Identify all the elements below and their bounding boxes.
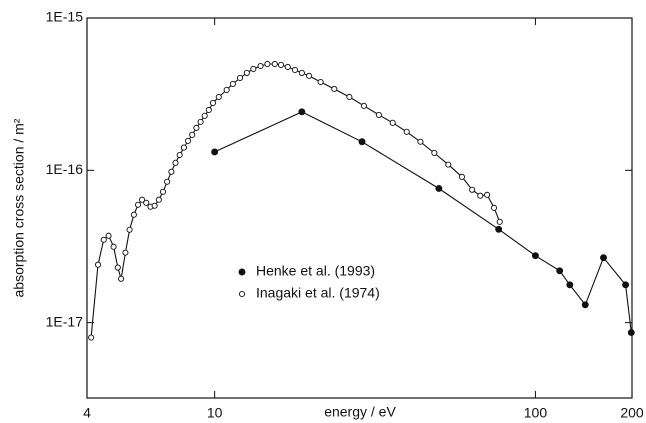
data-point	[346, 93, 353, 101]
data-point	[215, 93, 222, 101]
data-point	[375, 111, 382, 118]
data-point	[250, 65, 257, 72]
data-point	[205, 106, 212, 114]
data-point	[484, 191, 491, 198]
data-point	[627, 329, 635, 337]
data-point	[458, 173, 465, 180]
data-point	[317, 78, 324, 86]
x-tick-label: 100	[524, 405, 548, 421]
series-line	[214, 111, 632, 333]
data-point	[168, 168, 175, 175]
y-tick-label: 1E-15	[46, 9, 84, 25]
legend-label: Henke et al. (1993)	[256, 263, 375, 279]
data-point	[358, 138, 366, 146]
data-point	[151, 202, 158, 209]
data-point	[122, 249, 129, 256]
data-point	[237, 74, 244, 82]
data-point	[284, 63, 291, 71]
data-point	[271, 60, 278, 68]
data-point	[531, 252, 539, 260]
legend-marker	[238, 268, 246, 276]
data-point	[600, 254, 607, 262]
x-tick-label: 4	[83, 405, 91, 421]
data-point	[445, 161, 452, 168]
data-point	[134, 201, 142, 208]
data-point	[389, 119, 396, 126]
data-point	[105, 232, 112, 239]
data-point	[223, 86, 230, 93]
data-point	[243, 69, 250, 76]
y-tick-label: 1E-16	[46, 161, 84, 177]
data-point	[431, 149, 438, 157]
data-point	[201, 112, 208, 119]
data-point	[417, 138, 424, 145]
data-point	[566, 281, 574, 289]
data-point	[277, 61, 285, 68]
data-point	[298, 69, 305, 76]
data-point	[155, 196, 162, 203]
data-point	[435, 185, 443, 192]
data-point	[94, 261, 102, 268]
data-point	[88, 334, 95, 341]
data-point	[172, 159, 179, 166]
data-point	[581, 301, 589, 309]
data-point	[118, 275, 125, 282]
data-point	[197, 118, 204, 125]
data-point	[209, 99, 217, 106]
data-point	[110, 243, 117, 250]
data-point	[331, 85, 338, 93]
legend-marker	[238, 290, 246, 298]
data-point	[139, 196, 146, 203]
data-point	[622, 281, 630, 289]
data-point	[403, 128, 410, 135]
legend-label: Inagaki et al. (1974)	[256, 285, 380, 301]
data-point	[298, 108, 306, 116]
data-point	[229, 80, 236, 87]
data-point	[180, 144, 187, 151]
data-point	[100, 236, 107, 243]
plot-frame	[86, 17, 633, 399]
data-point	[491, 204, 498, 211]
data-point	[291, 66, 299, 73]
data-point	[164, 178, 171, 185]
y-tick-label: 1E-17	[46, 313, 84, 329]
y-axis-label: absorption cross section / m²	[11, 118, 27, 297]
data-point	[469, 186, 476, 193]
data-point	[257, 62, 264, 70]
data-point	[477, 192, 484, 199]
data-point	[193, 124, 200, 131]
x-axis-label: energy / eV	[324, 404, 396, 420]
x-tick-label: 200	[620, 405, 644, 421]
data-point	[360, 102, 367, 109]
data-point	[556, 267, 564, 275]
data-point	[143, 199, 150, 206]
data-point	[306, 72, 313, 79]
data-point	[159, 188, 167, 195]
data-point	[495, 225, 503, 233]
data-point	[176, 151, 183, 159]
data-point	[496, 218, 503, 225]
data-point	[130, 211, 137, 218]
x-tick-label: 10	[207, 405, 223, 421]
data-point	[114, 264, 121, 271]
data-point	[126, 226, 133, 233]
data-point	[211, 148, 219, 156]
data-point	[264, 60, 271, 68]
data-point	[184, 137, 192, 144]
data-point	[189, 131, 196, 138]
